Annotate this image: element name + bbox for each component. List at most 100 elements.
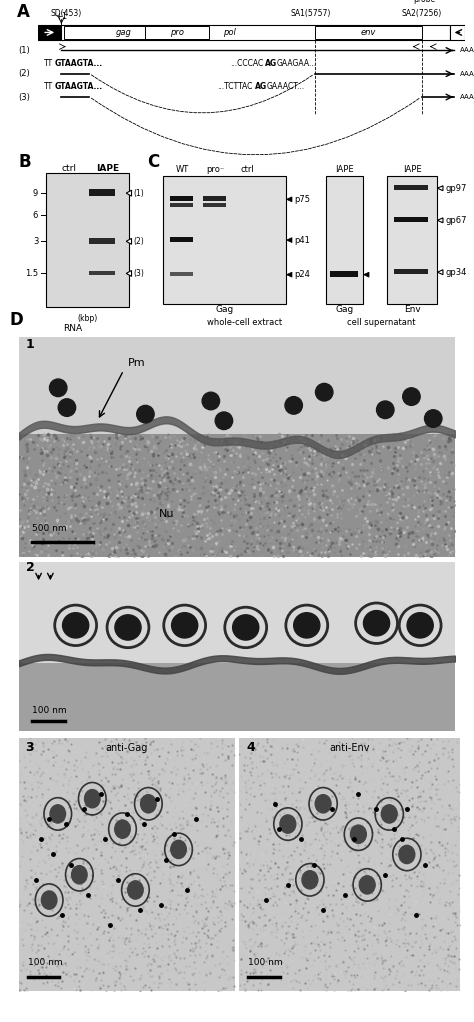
Circle shape [350,825,366,843]
Bar [393,217,428,223]
Text: AAA: AAA [460,47,474,53]
Circle shape [63,612,89,638]
Text: pol: pol [223,28,237,37]
Text: 3: 3 [26,741,34,753]
Circle shape [294,612,320,638]
Text: pro⁻: pro⁻ [206,166,224,174]
Text: ...CCCAC: ...CCCAC [230,59,263,68]
Text: whole-cell extract: whole-cell extract [207,318,282,327]
Text: 100 nm: 100 nm [27,958,62,967]
Bar [393,269,428,274]
Bar [19,562,455,663]
Polygon shape [438,270,443,275]
Text: pro: pro [170,28,183,37]
Text: +1: +1 [55,11,67,20]
Text: AAA: AAA [460,71,474,77]
Text: env: env [361,28,376,37]
Text: ...TCTTAC: ...TCTTAC [217,83,253,91]
Bar [330,271,358,277]
Bar [170,237,193,242]
Text: ctrl: ctrl [240,166,254,174]
Circle shape [376,401,394,419]
Polygon shape [286,197,292,201]
Bar [19,663,455,731]
Bar [393,185,428,190]
Circle shape [364,610,390,636]
Circle shape [407,612,433,638]
Bar [163,176,286,305]
Circle shape [302,871,318,889]
Text: GAAACT...: GAAACT... [266,83,305,91]
Text: C: C [147,153,159,172]
Circle shape [115,820,130,838]
Circle shape [115,615,141,640]
Bar [46,174,128,307]
Text: IAPE: IAPE [403,166,421,174]
Bar [89,189,115,195]
Circle shape [381,804,397,823]
Text: anti-Env: anti-Env [329,743,370,752]
Bar [62,26,449,40]
Text: GTAAGTA...: GTAAGTA... [54,59,102,68]
Text: 9: 9 [33,189,38,197]
Circle shape [49,379,67,397]
Circle shape [316,383,333,401]
Text: Gag: Gag [215,305,233,314]
Circle shape [172,612,198,638]
Bar [19,337,455,434]
Bar [203,203,226,206]
Text: WT: WT [176,166,189,174]
Text: 6: 6 [33,211,38,220]
Text: IAPE: IAPE [335,166,354,174]
Bar [170,196,193,201]
Polygon shape [364,272,369,277]
Circle shape [215,412,233,429]
Text: (2): (2) [19,69,30,79]
Text: IAPE: IAPE [96,164,119,173]
Text: p41: p41 [294,236,310,244]
Text: AG: AG [265,59,277,68]
Bar [203,196,226,201]
Bar [315,27,422,39]
Text: (3): (3) [19,93,31,101]
Bar [170,273,193,276]
Circle shape [41,891,57,910]
Text: gag: gag [115,28,131,37]
Circle shape [58,399,76,416]
Text: 100 nm: 100 nm [32,706,67,715]
Bar [64,27,183,39]
Text: D: D [9,311,23,329]
Text: 4: 4 [246,741,255,753]
Text: AAA: AAA [460,94,474,100]
Text: 500 nm: 500 nm [32,523,67,532]
Circle shape [171,840,186,858]
Polygon shape [438,218,443,223]
Text: Env: Env [404,305,420,314]
Circle shape [280,815,296,833]
Text: 2: 2 [26,560,34,573]
Text: 100 nm: 100 nm [248,958,283,967]
Circle shape [50,804,65,823]
Text: 1: 1 [26,338,34,352]
Bar [145,27,209,39]
Circle shape [141,795,156,812]
Polygon shape [286,272,292,277]
Text: Nu: Nu [158,509,174,519]
Polygon shape [126,190,131,196]
Polygon shape [438,186,443,191]
Text: (kbp): (kbp) [77,314,97,323]
Bar [170,203,193,206]
Text: RNA: RNA [63,324,82,333]
Bar [387,176,437,305]
Text: B: B [19,153,32,172]
Polygon shape [126,238,131,244]
Circle shape [359,876,375,894]
Circle shape [137,406,154,423]
Circle shape [233,615,259,640]
Bar [449,26,465,40]
Text: gp97: gp97 [446,184,467,193]
Circle shape [403,387,420,406]
Circle shape [399,845,415,864]
Circle shape [315,795,331,812]
Text: 1.5: 1.5 [25,269,38,278]
